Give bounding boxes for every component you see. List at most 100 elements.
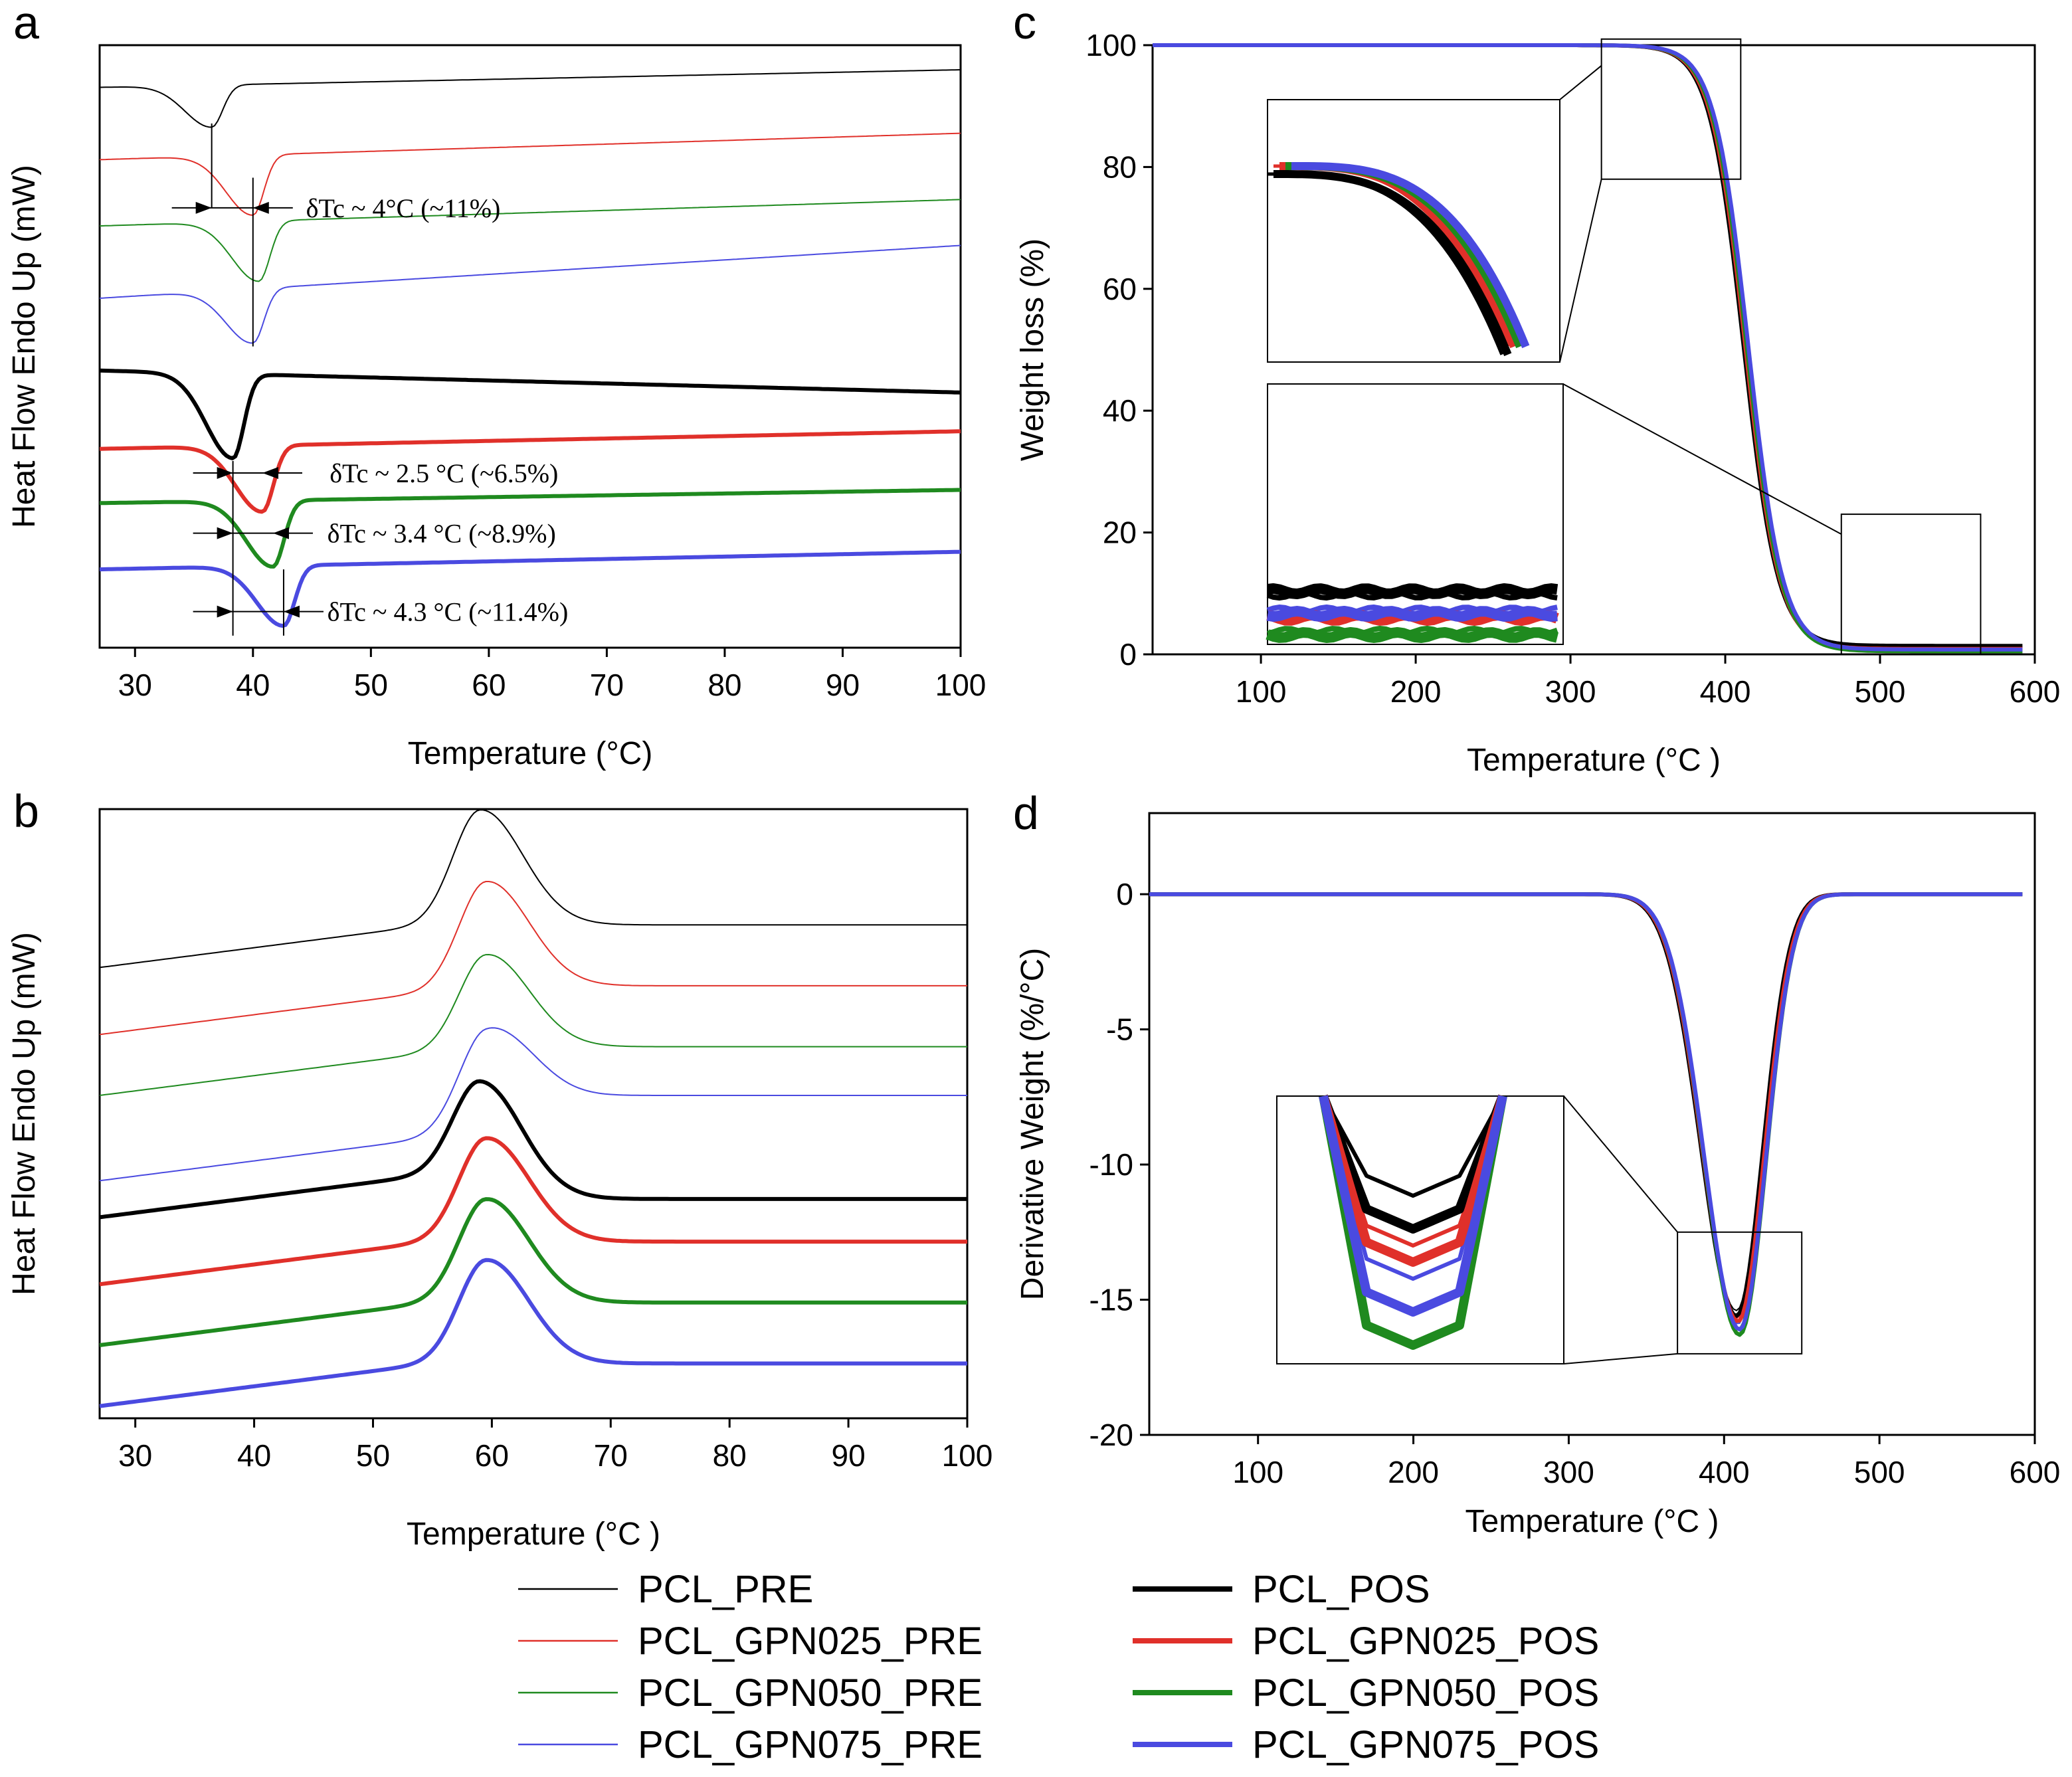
arrow-head bbox=[272, 527, 289, 539]
x-tick-label: 100 bbox=[935, 668, 987, 702]
plot-frame bbox=[98, 44, 962, 649]
delta-tc-annotation: δTc ~ 4.3 °C (~11.4%) bbox=[328, 597, 569, 627]
inset-series-line bbox=[1291, 162, 1530, 349]
legend-entry-label: PCL_GPN075_PRE bbox=[638, 1723, 983, 1766]
plot-frame bbox=[1148, 812, 2036, 1436]
x-tick-label: 60 bbox=[475, 1438, 509, 1473]
series-line bbox=[99, 1197, 967, 1347]
panel-b: b 30 40 50 60 70 80 90 100 Temperature (°C ) Heat … bbox=[7, 785, 992, 1552]
panel-letter: a bbox=[13, 0, 39, 48]
x-tick-label: 400 bbox=[1700, 674, 1751, 709]
x-tick-label: 90 bbox=[826, 668, 860, 702]
x-tick-label: 50 bbox=[354, 668, 388, 702]
series-line bbox=[99, 809, 967, 969]
series-line bbox=[99, 1136, 967, 1287]
legend: PCL_PRE PCL_GPN025_PRE PCL_GPN050_PRE PCL_G… bbox=[518, 1568, 1599, 1766]
x-tick-label: 500 bbox=[1854, 1455, 1905, 1489]
delta-tc-annotation: δTc ~ 2.5 °C (~6.5%) bbox=[330, 458, 558, 488]
series-line bbox=[100, 488, 961, 569]
x-tick-label: 600 bbox=[2010, 674, 2061, 709]
inset-series-line bbox=[1319, 1095, 1507, 1350]
x-tick-label: 80 bbox=[707, 668, 741, 702]
series-line bbox=[99, 244, 961, 344]
arrow-head bbox=[217, 527, 233, 539]
panel-letter: c bbox=[1013, 0, 1036, 48]
legend-entry-label: PCL_GPN050_PRE bbox=[638, 1671, 983, 1715]
y-tick-label: -5 bbox=[1106, 1012, 1133, 1047]
panel-c: c 100 200 300 400 500 600 0 20 40 60 80 100 Temperatu… bbox=[1013, 0, 2060, 778]
series-line bbox=[99, 69, 961, 128]
inset-series-line bbox=[1266, 627, 1559, 643]
zoom-region-box bbox=[1600, 38, 1742, 180]
inset-series-line bbox=[1319, 1095, 1507, 1267]
y-tick-label: 60 bbox=[1103, 272, 1137, 306]
zoom-region-box bbox=[1840, 514, 1982, 656]
y-tick-label: 80 bbox=[1103, 149, 1137, 184]
x-tick-label: 30 bbox=[118, 668, 152, 702]
y-axis-title: Derivative Weight (%/°C) bbox=[1015, 948, 1050, 1300]
x-tick-label: 500 bbox=[1855, 674, 1906, 709]
arrow-head bbox=[262, 466, 278, 479]
y-tick-label: -15 bbox=[1089, 1283, 1133, 1317]
plot-frame bbox=[98, 808, 969, 1420]
series-line bbox=[99, 954, 967, 1096]
x-axis-title: Temperature (°C ) bbox=[407, 1517, 660, 1552]
x-tick-label: 60 bbox=[472, 668, 506, 702]
inset-connector bbox=[1559, 179, 1602, 363]
legend-entry-label: PCL_GPN075_POS bbox=[1252, 1723, 1599, 1766]
y-axis-title: Weight loss (%) bbox=[1015, 238, 1050, 461]
inset-series-line bbox=[1266, 605, 1558, 615]
panel-letter: b bbox=[13, 785, 39, 837]
inset-connector bbox=[1563, 1095, 1678, 1233]
x-tick-label: 300 bbox=[1545, 674, 1596, 709]
x-axis-title: Temperature (°C ) bbox=[1467, 743, 1721, 778]
y-tick-label: -20 bbox=[1089, 1418, 1133, 1452]
x-tick-label: 600 bbox=[2010, 1455, 2061, 1489]
series-line bbox=[99, 429, 961, 514]
series-line bbox=[1153, 43, 2023, 652]
x-tick-label: 300 bbox=[1543, 1455, 1594, 1489]
y-tick-label: -10 bbox=[1089, 1147, 1133, 1182]
x-tick-label: 400 bbox=[1699, 1455, 1750, 1489]
x-tick-label: 30 bbox=[118, 1438, 152, 1473]
legend-entry-label: PCL_GPN025_POS bbox=[1252, 1620, 1599, 1663]
y-tick-label: 0 bbox=[1116, 877, 1133, 911]
inset-series-line bbox=[1273, 170, 1512, 357]
legend-entry-label: PCL_POS bbox=[1252, 1568, 1430, 1611]
y-tick-label: 100 bbox=[1085, 28, 1137, 62]
legend-entry-label: PCL_GPN025_PRE bbox=[638, 1620, 983, 1663]
delta-tc-annotation: δTc ~ 3.4 °C (~8.9%) bbox=[328, 519, 556, 549]
arrow-head bbox=[195, 201, 212, 214]
x-tick-label: 200 bbox=[1390, 674, 1442, 709]
zoom-region-box bbox=[1677, 1231, 1803, 1355]
x-tick-label: 50 bbox=[356, 1438, 390, 1473]
x-axis-title: Temperature (°C) bbox=[408, 736, 653, 771]
arrow-head bbox=[283, 605, 300, 618]
x-tick-label: 90 bbox=[832, 1438, 866, 1473]
inset-series-line bbox=[1267, 583, 1558, 599]
inset-series-line bbox=[1321, 1095, 1505, 1198]
series-line bbox=[99, 881, 967, 1036]
x-tick-label: 70 bbox=[594, 1438, 628, 1473]
x-axis-title: Temperature (°C ) bbox=[1465, 1504, 1719, 1539]
panel-a: a δTc ~ 4°C (~11%) δTc ~ 2.5 °C (~6.5%) δTc… bbox=[7, 0, 986, 771]
arrow-head bbox=[217, 605, 233, 618]
x-tick-label: 40 bbox=[236, 668, 270, 702]
panel-letter: d bbox=[1013, 787, 1039, 839]
inset-connector bbox=[1559, 65, 1602, 100]
series-line bbox=[99, 132, 961, 216]
inset-series-line bbox=[1266, 590, 1558, 601]
legend-entry-label: PCL_GPN050_POS bbox=[1252, 1671, 1599, 1715]
inset-residue-zoom bbox=[1267, 383, 1564, 645]
inset-series-line bbox=[1319, 1094, 1507, 1234]
y-tick-label: 20 bbox=[1103, 515, 1137, 550]
x-tick-label: 100 bbox=[1236, 674, 1287, 709]
delta-tc-annotation: δTc ~ 4°C (~11%) bbox=[306, 193, 501, 223]
arrow-head bbox=[252, 201, 269, 214]
panel-d: d 100 200 300 400 500 600 0 -5 -10 -15 -20 Temperatu… bbox=[1013, 787, 2060, 1539]
inset-series-line bbox=[1319, 1095, 1507, 1317]
series-line bbox=[99, 368, 961, 460]
x-tick-label: 40 bbox=[237, 1438, 271, 1473]
inset-series-line bbox=[1266, 606, 1558, 622]
